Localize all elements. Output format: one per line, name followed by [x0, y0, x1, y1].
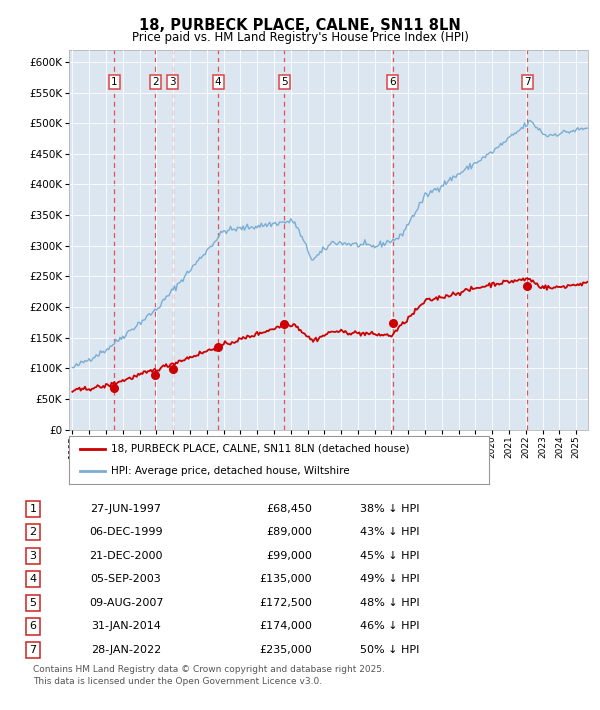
Text: 7: 7	[29, 645, 37, 655]
Text: 5: 5	[281, 77, 287, 87]
Text: 2: 2	[29, 528, 37, 537]
Text: 21-DEC-2000: 21-DEC-2000	[89, 551, 163, 561]
Text: £172,500: £172,500	[259, 598, 312, 608]
Text: 46% ↓ HPI: 46% ↓ HPI	[360, 621, 419, 631]
Text: 28-JAN-2022: 28-JAN-2022	[91, 645, 161, 655]
Text: 05-SEP-2003: 05-SEP-2003	[91, 574, 161, 584]
Text: £135,000: £135,000	[259, 574, 312, 584]
Text: 1: 1	[29, 504, 37, 514]
Text: 3: 3	[29, 551, 37, 561]
Text: £174,000: £174,000	[259, 621, 312, 631]
Text: 09-AUG-2007: 09-AUG-2007	[89, 598, 163, 608]
Text: 38% ↓ HPI: 38% ↓ HPI	[360, 504, 419, 514]
Text: 18, PURBECK PLACE, CALNE, SN11 8LN (detached house): 18, PURBECK PLACE, CALNE, SN11 8LN (deta…	[111, 444, 409, 454]
Text: 7: 7	[524, 77, 530, 87]
Text: 06-DEC-1999: 06-DEC-1999	[89, 528, 163, 537]
Text: 50% ↓ HPI: 50% ↓ HPI	[360, 645, 419, 655]
Text: HPI: Average price, detached house, Wiltshire: HPI: Average price, detached house, Wilt…	[111, 466, 350, 476]
Text: 18, PURBECK PLACE, CALNE, SN11 8LN: 18, PURBECK PLACE, CALNE, SN11 8LN	[139, 18, 461, 33]
Text: 4: 4	[215, 77, 221, 87]
Text: £89,000: £89,000	[266, 528, 312, 537]
Text: 45% ↓ HPI: 45% ↓ HPI	[360, 551, 419, 561]
Text: 6: 6	[389, 77, 396, 87]
Text: 5: 5	[29, 598, 37, 608]
Text: 6: 6	[29, 621, 37, 631]
Text: £99,000: £99,000	[266, 551, 312, 561]
Text: Contains HM Land Registry data © Crown copyright and database right 2025.: Contains HM Land Registry data © Crown c…	[33, 665, 385, 674]
Text: 4: 4	[29, 574, 37, 584]
Text: 3: 3	[169, 77, 176, 87]
Text: 48% ↓ HPI: 48% ↓ HPI	[360, 598, 419, 608]
Text: 27-JUN-1997: 27-JUN-1997	[91, 504, 161, 514]
Text: £68,450: £68,450	[266, 504, 312, 514]
Text: £235,000: £235,000	[259, 645, 312, 655]
Text: 1: 1	[111, 77, 118, 87]
Text: 43% ↓ HPI: 43% ↓ HPI	[360, 528, 419, 537]
Text: Price paid vs. HM Land Registry's House Price Index (HPI): Price paid vs. HM Land Registry's House …	[131, 31, 469, 44]
Text: This data is licensed under the Open Government Licence v3.0.: This data is licensed under the Open Gov…	[33, 677, 322, 687]
Text: 31-JAN-2014: 31-JAN-2014	[91, 621, 161, 631]
Text: 2: 2	[152, 77, 158, 87]
Text: 49% ↓ HPI: 49% ↓ HPI	[360, 574, 419, 584]
